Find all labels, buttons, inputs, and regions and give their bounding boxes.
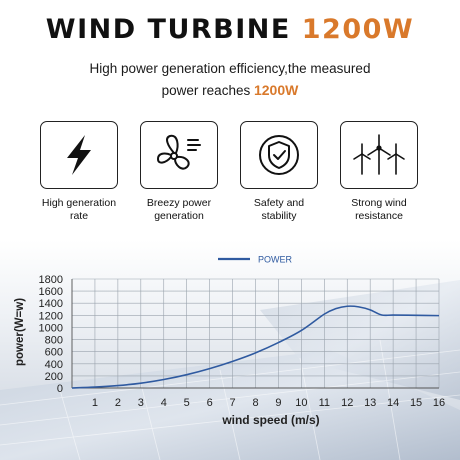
chart-series <box>71 305 440 389</box>
subtitle-line2: power reaches 1200W <box>0 80 460 101</box>
x-tick-label: 10 <box>295 397 307 409</box>
page-title: WIND TURBINE 1200W <box>0 14 460 45</box>
power-curve-chart: 0 200 400 600 800 1000 1200 1400 1600 1800 1 2 3 4 5 6 7… <box>0 240 460 460</box>
y-tick-label: 1000 <box>39 322 63 334</box>
x-tick-label: 2 <box>115 397 121 409</box>
title-accent: 1200W <box>301 14 415 45</box>
feature-safety: Safety and stability <box>229 121 329 222</box>
subtitle: High power generation efficiency,the mea… <box>0 58 460 101</box>
x-tick-label: 11 <box>319 397 330 409</box>
x-tick-label: 5 <box>184 397 190 409</box>
feature-label-line1: Strong wind <box>351 197 407 209</box>
feature-box <box>140 121 218 189</box>
lightning-bolt-icon <box>67 135 91 175</box>
subtitle-line2-prefix: power reaches <box>161 83 251 98</box>
x-tick-label: 9 <box>275 397 281 409</box>
subtitle-line1: High power generation efficiency,the mea… <box>89 61 371 76</box>
feature-label-line2: resistance <box>355 209 403 222</box>
x-tick-label: 6 <box>207 397 213 409</box>
feature-label-line1: High generation <box>41 197 117 209</box>
header: WIND TURBINE 1200W High power generation… <box>0 14 460 222</box>
shield-check-icon <box>259 135 299 175</box>
x-tick-label: 8 <box>252 397 258 409</box>
feature-label: Strong wind resistance <box>329 197 429 222</box>
y-tick-label: 0 <box>57 383 63 395</box>
y-tick-label: 600 <box>45 347 63 359</box>
feature-label: Safety and stability <box>229 197 329 222</box>
feature-box <box>340 121 418 189</box>
y-tick-label: 800 <box>45 335 63 347</box>
feature-high-generation: High generation rate <box>29 121 129 222</box>
feature-box <box>240 121 318 189</box>
y-tick-label: 200 <box>45 371 63 383</box>
chart-legend: POWER <box>218 255 293 265</box>
y-tick-label: 1200 <box>39 310 63 322</box>
y-axis-label: power(W=w) <box>14 298 26 366</box>
y-tick-label: 1800 <box>39 274 63 286</box>
feature-label-line1: Safety and <box>253 197 305 209</box>
x-tick-label: 13 <box>364 397 376 409</box>
subtitle-highlight: 1200W <box>253 82 299 98</box>
feature-label-line2: stability <box>261 209 297 222</box>
feature-label-line2: rate <box>69 209 89 222</box>
x-tick-label: 16 <box>433 397 445 409</box>
title-main: WIND TURBINE <box>45 14 291 45</box>
x-axis-label: wind speed (m/s) <box>221 413 319 427</box>
x-tick-label: 4 <box>161 397 167 409</box>
wind-turbines-icon <box>353 134 405 175</box>
feature-strong-wind: Strong wind resistance <box>329 121 429 222</box>
y-tick-label: 400 <box>45 359 63 371</box>
series-line-power <box>71 305 440 389</box>
x-tick-label: 15 <box>410 397 422 409</box>
x-tick-label: 7 <box>230 397 236 409</box>
solar-panel-background <box>0 240 460 460</box>
y-tick-label: 1600 <box>39 286 63 298</box>
legend-label: POWER <box>258 255 293 265</box>
feature-breezy-power: Breezy power generation <box>129 121 229 222</box>
x-tick-label: 12 <box>341 397 353 409</box>
feature-label-line1: Breezy power <box>146 197 212 209</box>
feature-label: High generation rate <box>29 197 129 222</box>
feature-label-line2: generation <box>154 209 204 222</box>
x-tick-label: 1 <box>92 397 98 409</box>
x-tick-label: 14 <box>387 397 399 409</box>
y-tick-label: 1400 <box>39 298 63 310</box>
feature-label: Breezy power generation <box>129 197 229 222</box>
fan-icon <box>157 134 201 170</box>
feature-box <box>40 121 118 189</box>
x-tick-label: 3 <box>138 397 144 409</box>
